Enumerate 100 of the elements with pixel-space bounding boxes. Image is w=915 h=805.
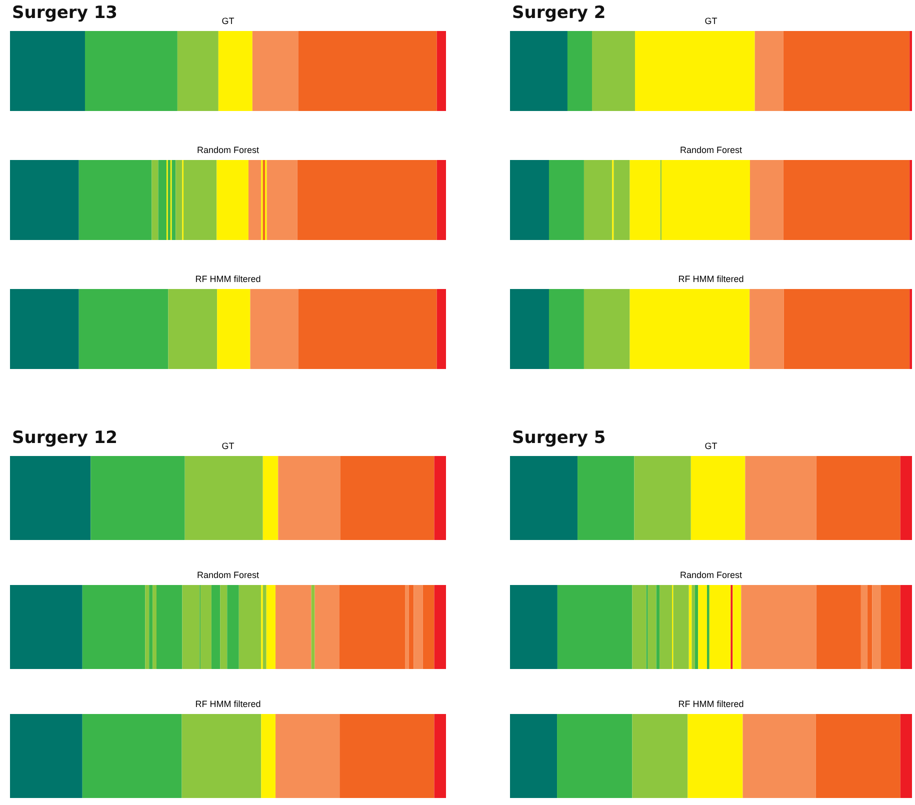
bar bbox=[78, 160, 152, 240]
bar bbox=[436, 289, 446, 369]
bar bbox=[90, 456, 185, 540]
bar bbox=[262, 456, 278, 540]
bar bbox=[592, 31, 636, 111]
bar bbox=[252, 31, 298, 111]
bar bbox=[298, 31, 437, 111]
bar bbox=[152, 160, 158, 240]
bar bbox=[698, 585, 707, 669]
bar bbox=[632, 714, 688, 798]
chart-title: Random Forest bbox=[680, 570, 743, 580]
bar bbox=[216, 160, 248, 240]
bar bbox=[422, 585, 434, 669]
bar bbox=[227, 585, 239, 669]
bar bbox=[688, 714, 743, 798]
bar bbox=[152, 585, 156, 669]
bar bbox=[10, 456, 91, 540]
bar bbox=[741, 585, 816, 669]
bar bbox=[266, 160, 298, 240]
bar bbox=[276, 714, 340, 798]
bar bbox=[261, 714, 276, 798]
text: Surgery 12 bbox=[12, 428, 118, 448]
bar bbox=[262, 160, 266, 240]
bar bbox=[706, 585, 710, 669]
bar bbox=[276, 585, 312, 669]
bar bbox=[900, 456, 912, 540]
bar bbox=[557, 585, 632, 669]
bar bbox=[414, 585, 423, 669]
bar bbox=[238, 585, 262, 669]
bar bbox=[10, 714, 82, 798]
bar bbox=[816, 585, 861, 669]
bar bbox=[248, 160, 262, 240]
bar bbox=[311, 585, 315, 669]
bar bbox=[149, 585, 153, 669]
bar bbox=[10, 585, 82, 669]
bar bbox=[217, 289, 250, 369]
bar bbox=[656, 585, 660, 669]
bar bbox=[783, 31, 910, 111]
bar bbox=[434, 714, 446, 798]
bar bbox=[82, 585, 146, 669]
bar bbox=[816, 456, 900, 540]
bar bbox=[900, 585, 912, 669]
bar bbox=[634, 456, 691, 540]
bar bbox=[10, 31, 85, 111]
bar bbox=[266, 585, 276, 669]
bar bbox=[84, 31, 178, 111]
bar bbox=[742, 714, 816, 798]
chart-title: Random Forest bbox=[680, 145, 743, 155]
bar bbox=[900, 714, 912, 798]
bar bbox=[10, 289, 79, 369]
bar bbox=[630, 289, 750, 369]
bar bbox=[750, 289, 784, 369]
bar bbox=[784, 289, 910, 369]
bar bbox=[168, 289, 218, 369]
bar bbox=[548, 160, 584, 240]
bar bbox=[867, 585, 872, 669]
bar bbox=[158, 160, 167, 240]
bar bbox=[635, 31, 755, 111]
bar bbox=[510, 585, 558, 669]
bar bbox=[692, 585, 695, 669]
bar bbox=[262, 585, 266, 669]
text: Surgery 2 bbox=[512, 3, 606, 23]
bar bbox=[182, 714, 262, 798]
chart-title: RF HMM filtered bbox=[195, 699, 261, 709]
bar bbox=[872, 585, 881, 669]
chart-title: GT bbox=[704, 16, 718, 26]
chart-title: RF HMM filtered bbox=[195, 274, 261, 284]
bar bbox=[434, 585, 446, 669]
bar bbox=[745, 456, 816, 540]
bar bbox=[783, 160, 910, 240]
bar bbox=[694, 585, 698, 669]
bar bbox=[314, 585, 340, 669]
bar bbox=[408, 585, 414, 669]
chart-title: Random Forest bbox=[196, 570, 260, 580]
chart-title: GT bbox=[222, 441, 235, 451]
bar bbox=[434, 456, 446, 540]
chart-title: RF HMM filtered bbox=[678, 274, 744, 284]
bar bbox=[510, 31, 568, 111]
bar bbox=[298, 289, 437, 369]
bar bbox=[557, 714, 632, 798]
bar bbox=[510, 289, 549, 369]
bar bbox=[278, 456, 340, 540]
text: Surgery 5 bbox=[512, 428, 606, 448]
bar bbox=[405, 585, 409, 669]
bar bbox=[78, 289, 168, 369]
chart-title: GT bbox=[222, 16, 235, 26]
bar bbox=[510, 160, 549, 240]
bar bbox=[339, 585, 406, 669]
bar bbox=[880, 585, 900, 669]
chart-title: Random Forest bbox=[196, 145, 260, 155]
bar bbox=[340, 456, 434, 540]
bar bbox=[218, 31, 252, 111]
bar bbox=[82, 714, 182, 798]
bar bbox=[860, 585, 868, 669]
bar bbox=[750, 160, 784, 240]
bar bbox=[340, 714, 434, 798]
chart-title: RF HMM filtered bbox=[678, 699, 744, 709]
bar bbox=[709, 585, 731, 669]
text: Surgery 13 bbox=[12, 3, 118, 23]
bar bbox=[567, 31, 592, 111]
